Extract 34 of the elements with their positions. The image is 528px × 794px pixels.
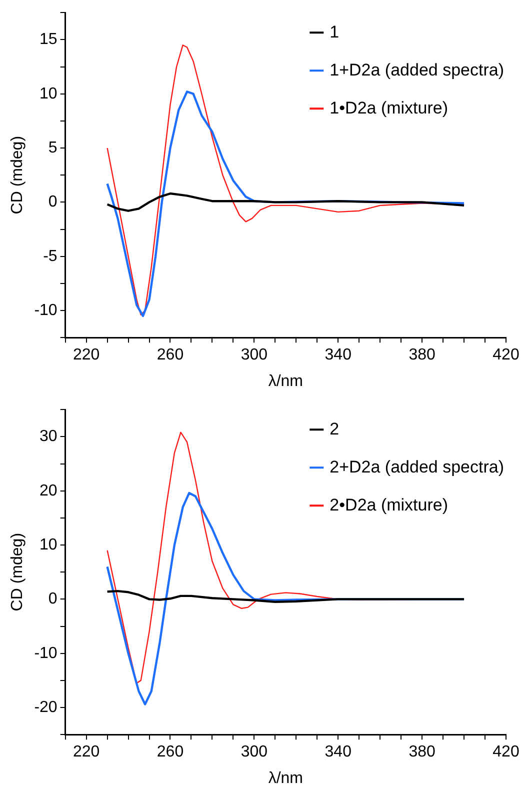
y-axis-title: CD (mdeg) bbox=[9, 136, 26, 214]
legend-label: 2•D2a (mixture) bbox=[330, 495, 448, 514]
legend-label: 2+D2a (added spectra) bbox=[330, 457, 504, 476]
y-tick-label: 15 bbox=[40, 31, 58, 48]
y-axis-title: CD (mdeg) bbox=[9, 532, 26, 612]
y-tick-label: -10 bbox=[34, 644, 58, 662]
x-tick-label: 220 bbox=[72, 346, 100, 364]
legend-label: 1+D2a (added spectra) bbox=[330, 60, 504, 80]
x-tick-label: 340 bbox=[324, 346, 352, 364]
y-tick-label: 30 bbox=[40, 428, 58, 446]
x-tick-label: 380 bbox=[408, 744, 436, 761]
x-tick-label: 380 bbox=[408, 346, 436, 364]
legend-label: 1 bbox=[330, 22, 340, 42]
y-tick-label: 5 bbox=[48, 139, 58, 156]
y-tick-label: 0 bbox=[48, 194, 58, 211]
legend-label: 2 bbox=[330, 419, 340, 438]
y-tick-label: -5 bbox=[43, 248, 58, 265]
x-axis-title: λ/nm bbox=[268, 372, 303, 390]
y-tick-label: 20 bbox=[40, 482, 58, 500]
x-tick-label: 260 bbox=[156, 346, 184, 364]
x-tick-label: 220 bbox=[72, 744, 100, 761]
x-tick-label: 420 bbox=[492, 744, 520, 761]
y-tick-label: 10 bbox=[40, 536, 58, 554]
y-tick-label: 10 bbox=[40, 85, 58, 102]
x-tick-label: 420 bbox=[492, 346, 520, 364]
y-tick-label: 0 bbox=[48, 590, 58, 608]
x-tick-label: 340 bbox=[324, 744, 352, 761]
x-tick-label: 260 bbox=[156, 744, 184, 761]
x-tick-label: 300 bbox=[240, 744, 268, 761]
y-tick-label: -10 bbox=[34, 302, 58, 319]
x-axis-title: λ/nm bbox=[268, 770, 303, 787]
legend-label: 1•D2a (mixture) bbox=[330, 98, 448, 118]
y-tick-label: -20 bbox=[34, 698, 58, 716]
x-tick-label: 300 bbox=[240, 346, 268, 364]
